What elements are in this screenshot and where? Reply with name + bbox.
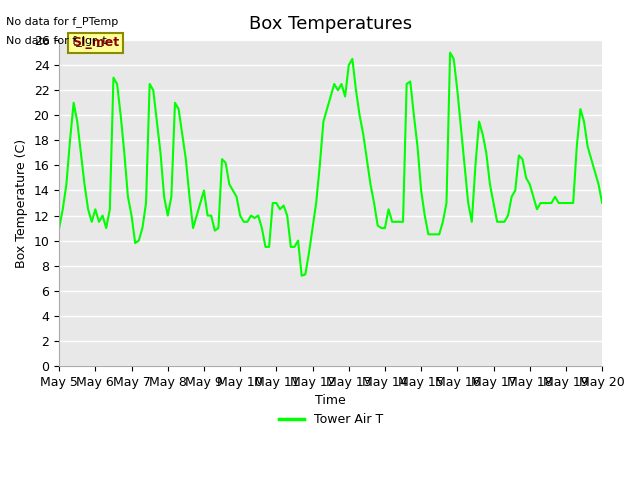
Legend: Tower Air T: Tower Air T xyxy=(273,408,388,432)
Title: Box Temperatures: Box Temperatures xyxy=(249,15,412,33)
Text: No data for f_PTemp: No data for f_PTemp xyxy=(6,16,118,27)
Text: SI_met: SI_met xyxy=(72,36,119,49)
Y-axis label: Box Temperature (C): Box Temperature (C) xyxy=(15,138,28,267)
X-axis label: Time: Time xyxy=(316,394,346,407)
Text: No data for f_lgr_t: No data for f_lgr_t xyxy=(6,35,107,46)
